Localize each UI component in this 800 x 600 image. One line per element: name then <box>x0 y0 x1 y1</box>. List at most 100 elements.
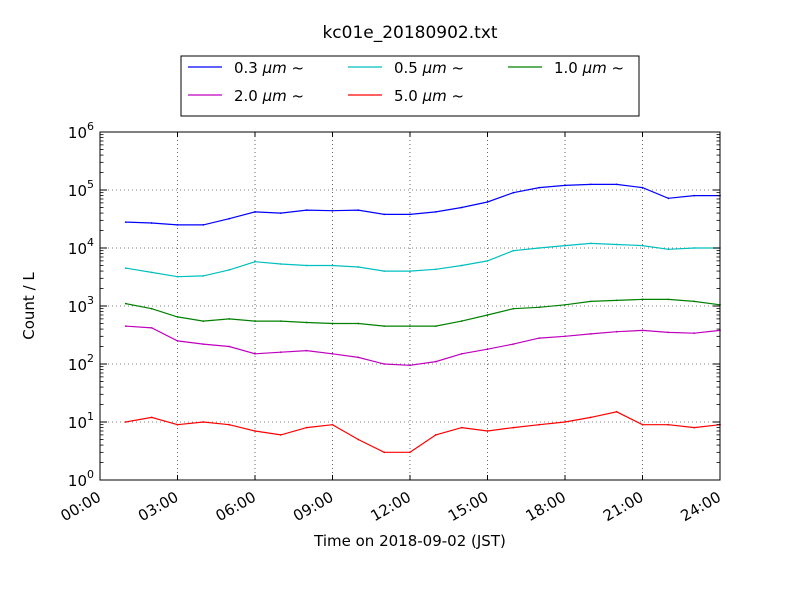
series-2-point <box>228 318 231 320</box>
y-tick-label: 103 <box>68 294 94 316</box>
series-0-point <box>693 194 696 197</box>
grid <box>100 132 720 480</box>
series-2-point <box>564 303 566 306</box>
series-2-point <box>460 320 463 322</box>
series-2-point <box>254 320 256 322</box>
y-tick-label: 102 <box>68 352 94 374</box>
series-4-point <box>460 426 463 429</box>
series-3-point <box>409 364 411 367</box>
series-0-point <box>434 211 437 213</box>
series-1-point <box>254 260 256 263</box>
series-3-point <box>486 348 489 351</box>
x-tick-label: 06:00 <box>213 488 259 525</box>
series-3-point <box>641 329 644 332</box>
y-tick-label: 100 <box>68 468 94 490</box>
x-tick-label: 09:00 <box>290 488 336 525</box>
series-2-point <box>589 300 592 303</box>
legend-label-4: 5.0 μm ~ <box>394 87 464 105</box>
series-3-point <box>150 327 153 329</box>
series-line-2 <box>125 298 721 327</box>
series-2-point <box>409 325 411 327</box>
series-1-point <box>564 244 566 247</box>
series-1-point <box>667 248 670 251</box>
x-tick-label: 00:00 <box>58 488 104 525</box>
series-2-point <box>693 300 696 303</box>
series-3-point <box>383 363 386 365</box>
series-0-point <box>176 224 179 226</box>
series-1-point <box>434 268 437 271</box>
series-layer <box>124 183 721 454</box>
series-4-point <box>176 423 179 426</box>
series-0-point <box>254 211 256 213</box>
legend: 0.3 μm ~ 0.5 μm ~ 1.0 μm ~ 2.0 μm ~ 5.0 μm ~ <box>180 55 640 117</box>
series-0-point <box>383 213 386 216</box>
series-4-point <box>641 423 644 426</box>
series-4-point <box>512 426 515 429</box>
series-1-point <box>589 242 592 245</box>
series-3-point <box>279 351 282 354</box>
series-0-point <box>538 186 541 189</box>
series-3-point <box>254 352 256 355</box>
series-1-point <box>409 270 411 272</box>
series-4-point <box>202 421 205 423</box>
series-2-point <box>357 322 360 325</box>
series-0-point <box>357 209 360 212</box>
series-line-1 <box>125 242 720 278</box>
series-4-point <box>279 434 282 436</box>
series-2-point <box>202 320 205 322</box>
series-2-point <box>512 307 515 310</box>
series-0-point <box>331 209 334 212</box>
series-4-point <box>228 423 231 426</box>
series-0-point <box>409 213 411 216</box>
series-4-point <box>693 426 696 429</box>
series-0-point <box>460 206 463 209</box>
series-3-point <box>124 325 127 327</box>
series-2-point <box>331 322 334 325</box>
series-4-point <box>409 451 411 454</box>
legend-label-2: 1.0 μm ~ <box>554 59 624 77</box>
series-0-point <box>305 209 308 212</box>
series-3-point <box>176 340 179 342</box>
series-4-point <box>667 423 670 426</box>
legend-label-0: 0.3 μm ~ <box>234 59 304 77</box>
series-0-point <box>667 197 670 200</box>
series-0-point <box>124 221 127 224</box>
series-1-point <box>124 267 127 269</box>
series-3-point <box>228 345 231 348</box>
series-0-point <box>564 184 566 187</box>
y-axis-label: Count / L <box>20 272 38 340</box>
series-3-point <box>202 343 205 345</box>
series-3-point <box>564 335 566 338</box>
series-3-point <box>512 343 515 345</box>
series-3-point <box>693 332 696 335</box>
series-4-point <box>434 434 437 436</box>
series-4-point <box>331 423 334 426</box>
series-1-point <box>150 271 153 274</box>
series-3-point <box>331 352 334 355</box>
series-4-point <box>124 421 127 423</box>
x-tick-label: 24:00 <box>678 488 724 525</box>
legend-label-1: 0.5 μm ~ <box>394 59 464 77</box>
series-line-3 <box>125 325 721 366</box>
series-1-point <box>641 244 644 247</box>
legend-box <box>180 55 640 117</box>
series-3-point <box>615 330 618 333</box>
series-3-point <box>357 356 360 359</box>
y-axis: 100 101 102 103 104 105 106 <box>68 120 720 490</box>
legend-label-3: 2.0 μm ~ <box>234 87 304 105</box>
series-1-point <box>331 264 334 267</box>
x-tick-label: 21:00 <box>600 488 646 525</box>
series-1-point <box>357 266 360 268</box>
series-3-point <box>434 360 437 363</box>
y-tick-label: 105 <box>68 178 94 200</box>
series-1-point <box>202 275 205 277</box>
series-1-point <box>305 264 308 267</box>
series-4-point <box>564 421 566 423</box>
series-2-point <box>176 316 179 318</box>
series-3-point <box>667 331 670 334</box>
series-2-point <box>667 298 670 301</box>
series-2-point <box>434 325 437 327</box>
y-tick-label: 106 <box>68 120 94 142</box>
series-4-point <box>383 451 386 454</box>
